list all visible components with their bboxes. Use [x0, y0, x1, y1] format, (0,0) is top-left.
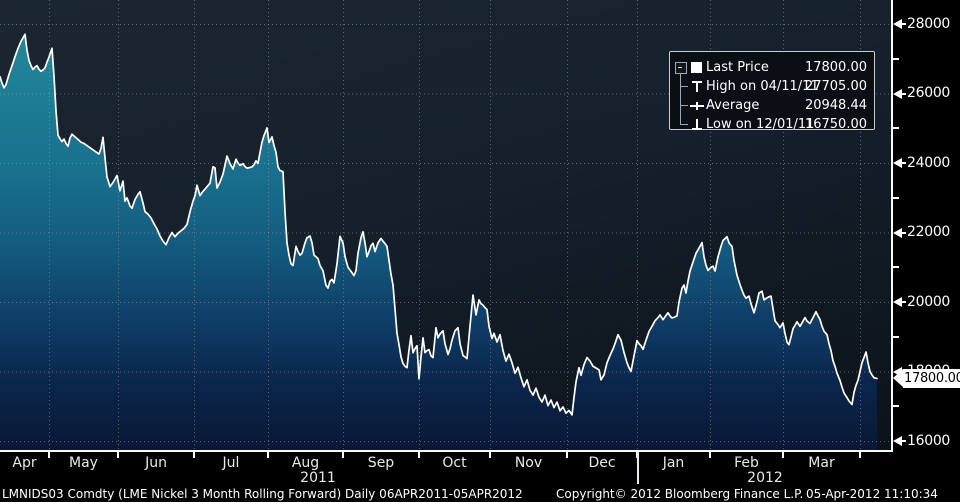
- legend-label: Last Price: [706, 60, 769, 75]
- y-tick-arrow-icon: [893, 19, 902, 29]
- price-line: [0, 33, 878, 416]
- month-label-nov: Nov: [514, 455, 543, 471]
- legend-marker-avg-icon: [690, 100, 704, 111]
- y-axis-label: 16000: [907, 432, 951, 449]
- y-axis-line: [891, 0, 893, 452]
- month-tick: [566, 452, 568, 458]
- y-tick-arrow-icon: [893, 158, 902, 168]
- y-major-tick: [893, 436, 907, 446]
- month-tick: [267, 452, 269, 458]
- y-tick-arrow-icon: [893, 436, 902, 446]
- footer-ticker: LMNIDS03 Comdty (LME Nickel 3 Month Roll…: [2, 487, 342, 501]
- legend-row-last-price[interactable]: Last Price 17800.00: [690, 58, 868, 77]
- y-major-tick: [893, 158, 907, 168]
- legend-row-high-on-04-11-11[interactable]: High on 04/11/11 27705.00: [690, 77, 868, 96]
- month-tick: [418, 452, 420, 458]
- y-minor-tick: [893, 335, 899, 338]
- month-label-mar: Mar: [808, 455, 835, 471]
- month-label-apr: Apr: [12, 455, 37, 471]
- legend-label: Low on 12/01/11: [706, 117, 815, 132]
- y-minor-tick: [893, 196, 899, 199]
- y-minor-tick: [893, 57, 899, 60]
- x-axis-line: [0, 450, 893, 452]
- month-tick: [342, 452, 344, 458]
- month-label-sep: Sep: [367, 455, 395, 471]
- legend-tree-branch: [680, 105, 688, 106]
- y-minor-tick: [893, 266, 899, 269]
- price-area: [0, 34, 877, 451]
- y-major-tick: [893, 227, 907, 238]
- y-axis-label: 28000: [907, 15, 951, 32]
- legend-marker-low-icon: [690, 119, 704, 130]
- legend-tree-line: [680, 73, 681, 124]
- y-tick-arrow-icon: [893, 88, 902, 99]
- legend-row-average[interactable]: Average 20948.44: [690, 96, 868, 115]
- month-tick: [48, 452, 50, 458]
- month-tick: [782, 452, 784, 458]
- month-tick: [709, 452, 711, 458]
- legend-tree-branch: [680, 124, 688, 125]
- legend-marker-high-icon: [690, 81, 704, 92]
- y-axis-label: 20000: [907, 293, 951, 310]
- footer-copyright: Copyright© 2012 Bloomberg Finance L.P.: [556, 487, 804, 501]
- month-label-may: May: [69, 455, 98, 471]
- month-label-feb: Feb: [734, 455, 759, 471]
- legend-box: Last Price 17800.00 High on 04/11/11 27705.…: [669, 51, 875, 132]
- price-tag-value: 17800.00: [903, 369, 960, 388]
- month-tick: [193, 452, 195, 458]
- footer-timestamp: 05-Apr-2012 11:10:34: [806, 487, 938, 501]
- month-label-aug: Aug: [291, 455, 320, 471]
- legend-value: 20948.44: [804, 98, 867, 113]
- price-chart: [0, 0, 893, 451]
- legend-tree-branch: [680, 86, 688, 87]
- gridlines: [0, 0, 893, 450]
- y-axis-label: 26000: [907, 85, 951, 101]
- month-tick: [117, 452, 119, 458]
- legend-label: Average: [706, 98, 760, 113]
- year-divider: [637, 452, 639, 484]
- y-axis-label: 24000: [907, 154, 951, 171]
- footer-date-range: Daily 06APR2011-05APR2012: [345, 487, 523, 501]
- footer-bar: LMNIDS03 Comdty (LME Nickel 3 Month Roll…: [0, 486, 960, 502]
- y-axis-label: 22000: [907, 224, 951, 240]
- legend-value: 17800.00: [804, 60, 867, 75]
- y-major-tick: [893, 297, 907, 307]
- y-tick-arrow-icon: [893, 297, 902, 307]
- y-major-tick: [893, 19, 907, 29]
- month-tick: [859, 452, 861, 458]
- legend-row-low-on-12-01-11[interactable]: Low on 12/01/11 16750.00: [690, 115, 868, 134]
- legend-collapse-toggle[interactable]: [675, 62, 687, 74]
- year-label-2012: 2012: [747, 470, 783, 486]
- last-price-tag: 17800.00: [893, 369, 960, 388]
- month-label-oct: Oct: [442, 455, 467, 471]
- year-label-2011: 2011: [300, 470, 336, 486]
- month-label-jul: Jul: [222, 455, 240, 471]
- month-tick: [489, 452, 491, 458]
- legend-label: High on 04/11/11: [706, 79, 819, 94]
- legend-value: 27705.00: [804, 79, 867, 94]
- y-tick-arrow-icon: [893, 227, 902, 238]
- price-tag-arrow-icon: [893, 369, 903, 387]
- y-minor-tick: [893, 405, 899, 408]
- y-minor-tick: [893, 127, 899, 130]
- y-major-tick: [893, 88, 907, 99]
- month-label-jan: Jan: [662, 455, 685, 471]
- legend-value: 16750.00: [804, 117, 867, 132]
- x-axis: Apr May Jun Jul Aug Sep Oct Nov Dec Jan Feb Mar 2011…: [0, 452, 960, 486]
- month-label-jun: Jun: [145, 455, 167, 471]
- month-label-dec: Dec: [588, 455, 616, 471]
- legend-marker-square-icon: [690, 62, 704, 73]
